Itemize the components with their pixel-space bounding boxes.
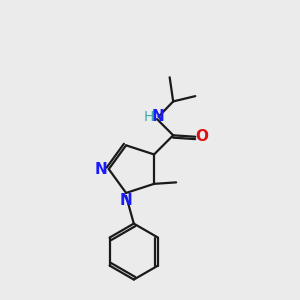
Text: H: H bbox=[144, 110, 154, 124]
Text: N: N bbox=[95, 162, 108, 177]
Text: N: N bbox=[152, 109, 165, 124]
Text: N: N bbox=[120, 193, 132, 208]
Text: O: O bbox=[195, 129, 208, 144]
